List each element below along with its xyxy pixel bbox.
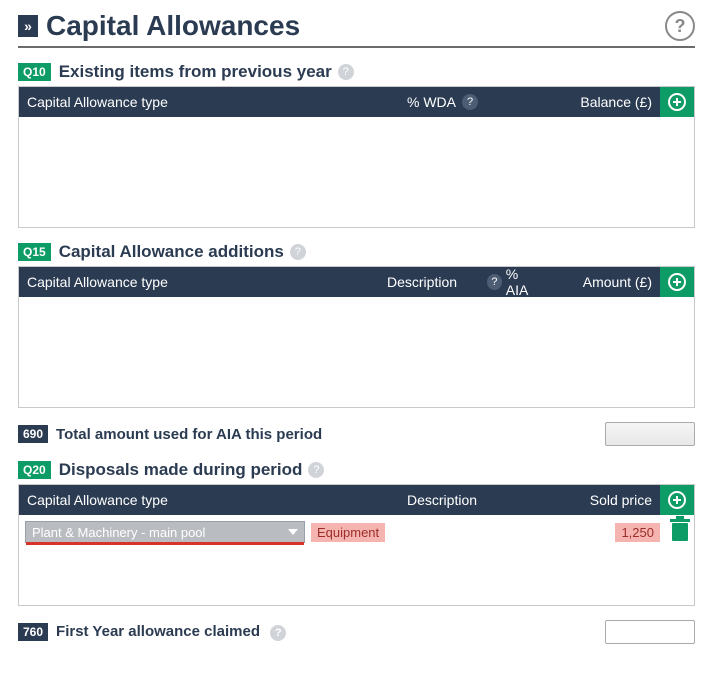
allowance-type-select[interactable]: Plant & Machinery - main pool — [25, 521, 305, 543]
row-690: 690 Total amount used for AIA this perio… — [18, 422, 695, 446]
sold-price-value[interactable]: 1,250 — [615, 523, 660, 542]
col-type: Capital Allowance type — [19, 492, 399, 508]
q10-table: Capital Allowance type % WDA ? Balance (… — [18, 86, 695, 228]
q10-badge: Q10 — [18, 63, 51, 81]
page-header: » Capital Allowances ? — [18, 10, 695, 48]
q15-table: Capital Allowance type Description ? % A… — [18, 266, 695, 408]
q15-thead: Capital Allowance type Description ? % A… — [19, 267, 694, 297]
col-sold: Sold price — [539, 492, 660, 508]
row-760: 760 First Year allowance claimed ? — [18, 620, 695, 644]
q20-header: Q20 Disposals made during period ? — [18, 460, 695, 480]
col-description: Description — [379, 274, 479, 290]
label-760: First Year allowance claimed — [56, 623, 260, 640]
col-wda: % WDA ? — [399, 94, 539, 110]
chevron-down-icon — [288, 529, 298, 535]
help-icon[interactable]: ? — [270, 625, 286, 641]
description-chip[interactable]: Equipment — [311, 523, 385, 542]
q10-tbody — [19, 117, 694, 227]
col-aia: ? % AIA — [479, 266, 549, 298]
q20-thead: Capital Allowance type Description Sold … — [19, 485, 694, 515]
help-icon[interactable]: ? — [290, 244, 306, 260]
label-690: Total amount used for AIA this period — [56, 426, 605, 443]
badge-760: 760 — [18, 623, 48, 641]
col-type: Capital Allowance type — [19, 94, 399, 110]
select-value: Plant & Machinery - main pool — [32, 525, 205, 540]
page-title: Capital Allowances — [46, 10, 665, 42]
add-row-button[interactable] — [660, 87, 694, 117]
plus-icon — [668, 93, 686, 111]
q20-tbody: Plant & Machinery - main pool Equipment … — [19, 515, 694, 605]
help-icon[interactable]: ? — [338, 64, 354, 80]
q20-title: Disposals made during period — [59, 460, 303, 480]
expand-sidebar-button[interactable]: » — [18, 15, 38, 37]
table-row: Plant & Machinery - main pool Equipment … — [25, 521, 688, 543]
delete-row-button[interactable] — [672, 523, 688, 541]
help-icon[interactable]: ? — [665, 11, 695, 41]
q10-header: Q10 Existing items from previous year ? — [18, 62, 695, 82]
help-icon[interactable]: ? — [462, 94, 478, 110]
q15-header: Q15 Capital Allowance additions ? — [18, 242, 695, 262]
plus-icon — [668, 273, 686, 291]
q15-tbody — [19, 297, 694, 407]
q15-badge: Q15 — [18, 243, 51, 261]
col-description: Description — [399, 492, 539, 508]
col-wda-label: % WDA — [407, 94, 456, 110]
plus-icon — [668, 491, 686, 509]
q15-title: Capital Allowance additions — [59, 242, 284, 262]
add-row-button[interactable] — [660, 267, 694, 297]
value-690 — [605, 422, 695, 446]
error-underline — [26, 542, 304, 545]
label-760-wrap: First Year allowance claimed ? — [56, 623, 605, 641]
q10-title: Existing items from previous year — [59, 62, 332, 82]
badge-690: 690 — [18, 425, 48, 443]
add-row-button[interactable] — [660, 485, 694, 515]
col-type: Capital Allowance type — [19, 274, 379, 290]
col-aia-label: % AIA — [506, 266, 541, 298]
q10-thead: Capital Allowance type % WDA ? Balance (… — [19, 87, 694, 117]
col-amount: Amount (£) — [549, 274, 660, 290]
col-balance: Balance (£) — [539, 94, 660, 110]
help-icon[interactable]: ? — [308, 462, 324, 478]
q20-table: Capital Allowance type Description Sold … — [18, 484, 695, 606]
value-760-input[interactable] — [605, 620, 695, 644]
help-icon[interactable]: ? — [487, 274, 502, 290]
q20-badge: Q20 — [18, 461, 51, 479]
